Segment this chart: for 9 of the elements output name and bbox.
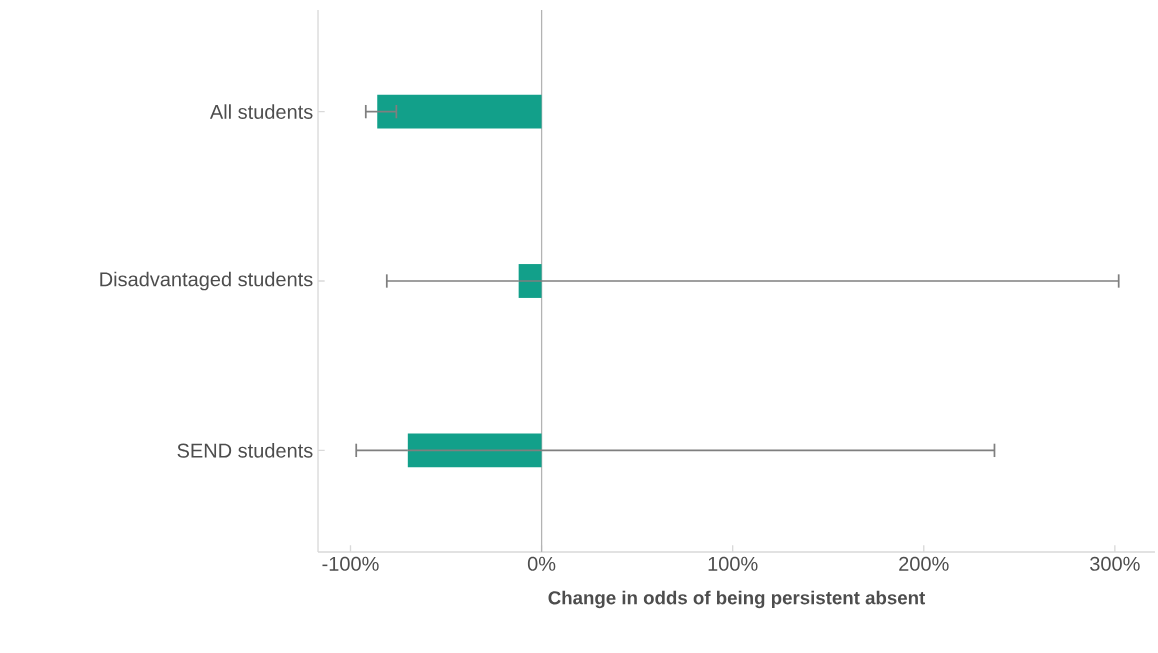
y-tick-label: All students — [209, 104, 313, 119]
x-tick-label: 100% — [708, 556, 758, 571]
y-tick-label: SEND students — [177, 443, 313, 458]
y-tick-label: Disadvantaged students — [100, 271, 313, 291]
x-tick-label: 0% — [527, 556, 556, 571]
x-tick-label: -100% — [322, 556, 379, 571]
x-tick-label: 200% — [899, 556, 949, 571]
x-axis-title: Change in odds of being persistent absent — [548, 590, 926, 609]
x-tick-label: 300% — [1090, 556, 1140, 571]
